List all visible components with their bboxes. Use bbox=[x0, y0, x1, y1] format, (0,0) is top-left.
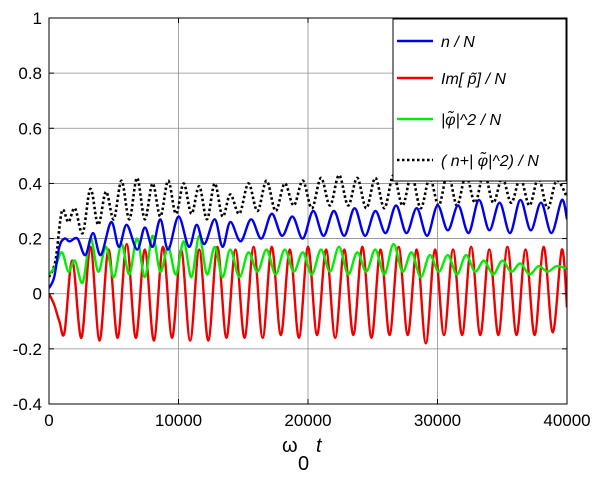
legend-label-1: Im[ p̃] / N bbox=[441, 71, 506, 88]
series-layer bbox=[49, 171, 567, 345]
y-tick-label: 0.2 bbox=[18, 230, 42, 249]
y-tick-label: 0.6 bbox=[18, 119, 42, 138]
x-axis-label: ω0t bbox=[282, 435, 323, 475]
series-line-0 bbox=[49, 198, 567, 289]
x-tick-label: 20000 bbox=[284, 411, 331, 430]
series-line-2 bbox=[49, 234, 567, 285]
y-tick-label: 0.4 bbox=[18, 174, 42, 193]
legend-box bbox=[392, 18, 567, 182]
xlabel-subscript: 0 bbox=[298, 453, 309, 475]
xlabel-omega: ω bbox=[282, 435, 298, 457]
legend-label-2: |φ̃|^2 / N bbox=[441, 109, 501, 129]
legend-label-0: n / N bbox=[441, 34, 475, 51]
y-tick-label: 1 bbox=[33, 9, 42, 28]
legend: n / N Im[ p̃] / N |φ̃|^2 / N ( n+| φ̃|^2) /… bbox=[392, 18, 567, 182]
ticks: 0 10000 20000 30000 40000 -0.4 -0.2 0 0.2 0.4 0.6 0… bbox=[13, 9, 591, 430]
x-tick-label: 30000 bbox=[414, 411, 461, 430]
y-tick-label: -0.2 bbox=[13, 340, 42, 359]
xlabel-t: t bbox=[316, 435, 323, 457]
x-tick-label: 40000 bbox=[543, 411, 590, 430]
y-tick-label: 0.8 bbox=[18, 64, 42, 83]
y-tick-label: -0.4 bbox=[13, 395, 42, 414]
y-tick-label: 0 bbox=[33, 285, 42, 304]
x-tick-label: 0 bbox=[44, 411, 53, 430]
legend-label-3: ( n+| φ̃|^2) / N bbox=[441, 150, 539, 170]
x-tick-label: 10000 bbox=[155, 411, 202, 430]
